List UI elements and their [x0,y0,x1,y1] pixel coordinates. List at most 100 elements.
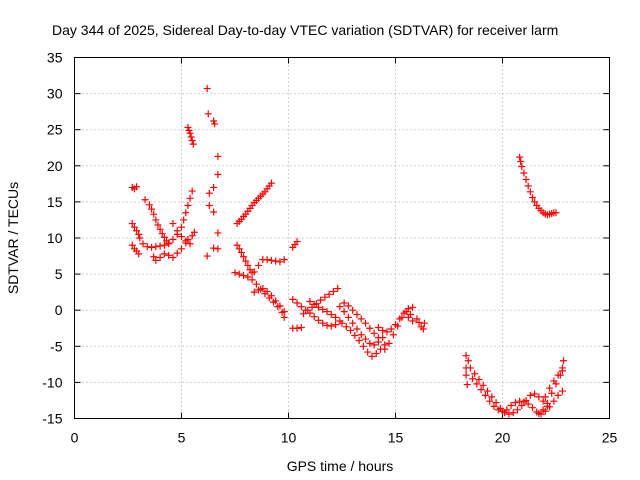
data-point [211,120,219,128]
data-point [357,315,365,323]
data-point [524,182,532,190]
data-point [559,357,567,365]
data-point [148,205,156,213]
data-point [165,239,173,247]
data-point [535,409,543,417]
data-point [204,110,212,118]
data-point [323,321,331,329]
data-point [203,85,211,93]
data-point [244,273,252,281]
data-point [182,237,190,245]
data-point [188,232,196,240]
data-point [304,306,312,314]
data-point [148,243,156,251]
data-point [314,316,322,324]
data-point [160,233,168,241]
data-point [133,227,141,235]
data-point [182,209,190,217]
data-point [214,245,222,253]
data-point [518,163,526,171]
y-axis-label: SDTVAR / TECUs [5,182,21,294]
data-point [332,313,340,321]
x-tick-label: 20 [495,430,511,446]
y-tick-label: -10 [42,374,62,390]
data-point [310,313,318,321]
data-point [479,381,487,389]
data-point [240,272,248,280]
data-point [368,352,376,360]
data-point [469,375,477,383]
data-point [156,225,164,233]
data-point [546,384,554,392]
data-point [554,391,562,399]
data-point [314,303,322,311]
data-point [169,235,177,243]
data-point [516,397,524,405]
data-point [477,386,485,394]
data-point [263,287,271,295]
y-tick-label: 10 [47,230,63,246]
data-point [526,391,534,399]
data-point [349,319,357,327]
data-point [531,390,539,398]
data-point [272,257,280,265]
data-point [398,313,406,321]
data-point [186,129,194,137]
data-point [546,403,554,411]
data-point [189,140,197,148]
data-point [252,280,260,288]
data-point [173,249,181,257]
data-point [233,241,241,249]
data-point [464,357,472,365]
x-axis-label: GPS time / hours [287,458,394,474]
data-point [336,303,344,311]
data-point [471,370,479,378]
y-tick-label: 20 [47,158,63,174]
data-point [235,270,243,278]
axis-ticks: 0 5 10 15 20 25 35 30 25 20 15 10 5 0 -5 -10 -15 [42,50,617,446]
y-tick-label: 15 [47,194,63,210]
data-point [517,157,525,165]
data-point [404,313,412,321]
data-point [133,183,141,191]
data-point [205,202,213,210]
data-point [364,348,372,356]
data-point [481,391,489,399]
data-point [531,198,539,206]
data-point [327,311,335,319]
y-tick-label: 25 [47,122,63,138]
data-point [420,319,428,327]
data-point [518,402,526,410]
data-point [130,223,138,231]
x-tick-label: 0 [71,430,79,446]
data-point [186,194,194,202]
data-point [327,322,335,330]
data-point [160,250,168,258]
data-point [528,404,536,412]
data-point [552,209,560,217]
data-point [329,287,337,295]
data-point [383,328,391,336]
data-point [323,308,331,316]
data-point [342,323,350,331]
x-tick-label: 15 [388,430,404,446]
data-point [344,302,352,310]
y-tick-label: 5 [55,266,63,282]
data-point [539,406,547,414]
data-point [370,329,378,337]
data-point [152,243,160,251]
data-point [214,170,222,178]
data-point [150,210,158,218]
data-point [325,290,333,298]
data-point [509,409,517,417]
data-point [143,243,151,251]
data-point [267,292,275,300]
chart-grid [74,57,610,419]
data-point [297,324,305,332]
data-point [156,253,164,261]
data-point [214,152,222,160]
data-point [366,324,374,332]
data-point [543,399,551,407]
data-point [334,285,342,293]
data-point [516,153,524,161]
